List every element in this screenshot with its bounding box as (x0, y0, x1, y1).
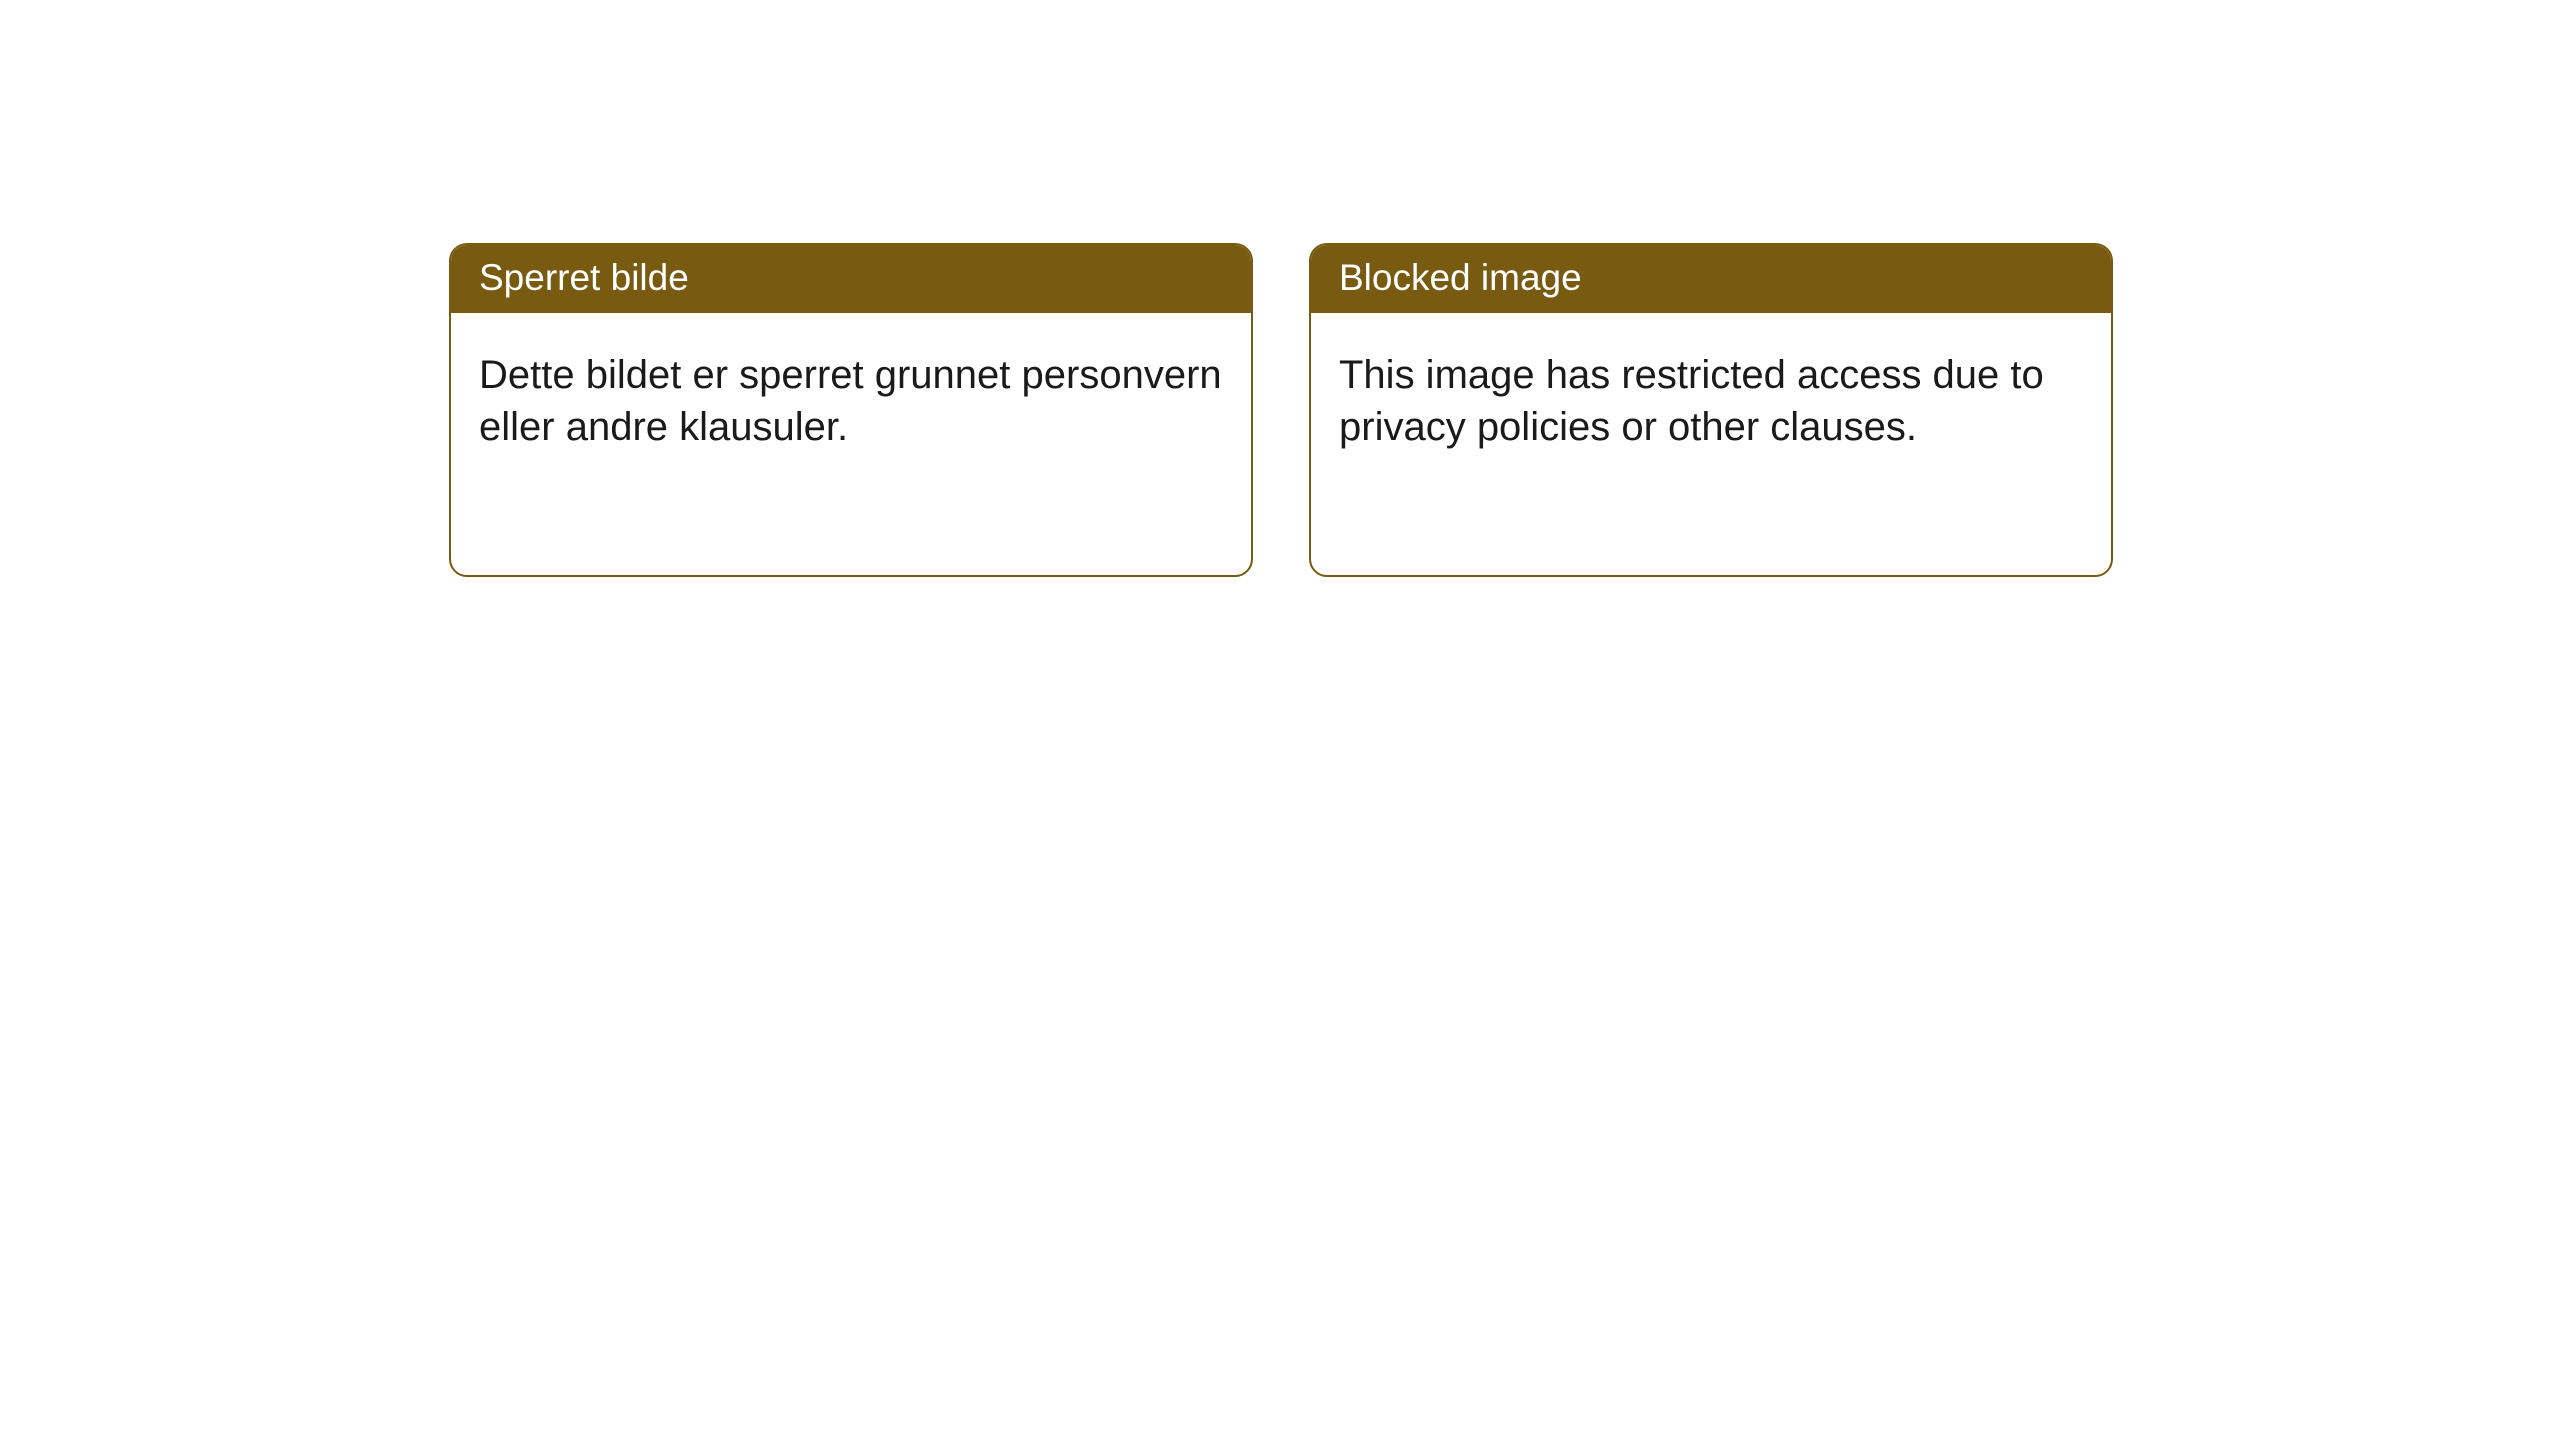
card-message: This image has restricted access due to … (1339, 353, 2044, 449)
notice-card-norwegian: Sperret bilde Dette bildet er sperret gr… (449, 243, 1253, 577)
card-header: Blocked image (1311, 245, 2111, 313)
card-header: Sperret bilde (451, 245, 1251, 313)
card-body: This image has restricted access due to … (1311, 313, 2111, 481)
notice-card-english: Blocked image This image has restricted … (1309, 243, 2113, 577)
card-title: Sperret bilde (479, 257, 689, 298)
card-title: Blocked image (1339, 257, 1582, 298)
card-body: Dette bildet er sperret grunnet personve… (451, 313, 1251, 481)
card-message: Dette bildet er sperret grunnet personve… (479, 353, 1222, 449)
notice-container: Sperret bilde Dette bildet er sperret gr… (0, 0, 2560, 577)
